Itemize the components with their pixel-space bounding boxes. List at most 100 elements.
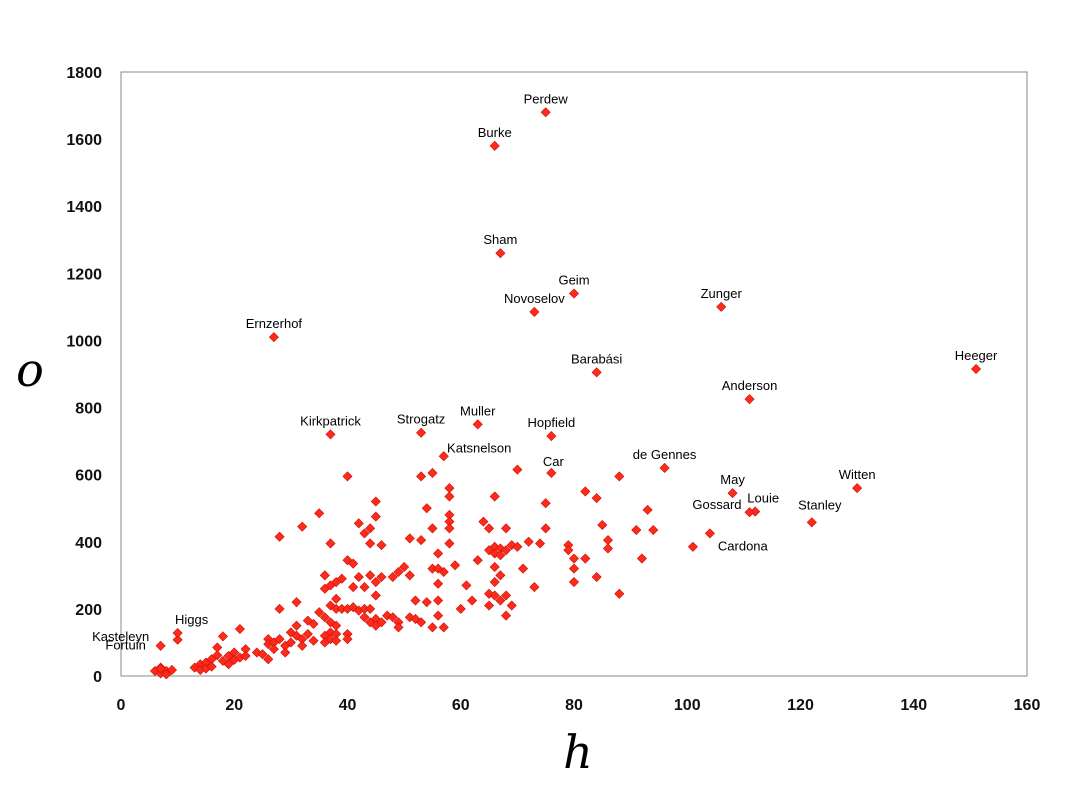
- data-point: [495, 550, 506, 561]
- data-point: [161, 669, 172, 680]
- point-label: Novoselov: [504, 291, 565, 306]
- data-point-ernzerhof: [268, 332, 279, 343]
- point-label: Kirkpatrick: [300, 413, 361, 428]
- data-point: [410, 595, 421, 606]
- point-labels: Perdew Burke Sham Geim Novoselov Zunger Ernzer…: [92, 91, 998, 652]
- data-point: [631, 525, 642, 536]
- data-point: [416, 471, 427, 482]
- data-point: [444, 538, 455, 549]
- data-point-barab-si: [591, 367, 602, 378]
- data-point: [172, 634, 183, 645]
- x-tick-label: 120: [787, 697, 814, 714]
- data-point: [450, 560, 461, 571]
- data-point: [687, 541, 698, 552]
- point-label: Anderson: [722, 378, 778, 393]
- data-point-witten: [852, 483, 863, 494]
- data-point: [489, 491, 500, 502]
- data-point: [597, 519, 608, 531]
- data-point: [359, 612, 370, 623]
- y-axis-title: o: [16, 343, 44, 397]
- data-point: [444, 523, 455, 534]
- data-point: [518, 563, 529, 574]
- data-point: [365, 603, 376, 614]
- data-point-higgs: [172, 628, 183, 639]
- data-point-stanley: [806, 517, 817, 528]
- data-point: [416, 535, 427, 546]
- data-point: [274, 634, 285, 645]
- data-point: [297, 521, 308, 532]
- point-label: Perdew: [524, 91, 569, 106]
- y-tick-label: 1200: [66, 266, 102, 283]
- data-point: [353, 571, 364, 583]
- data-point: [410, 613, 421, 624]
- point-label: Higgs: [175, 612, 209, 627]
- point-label: Car: [543, 454, 565, 469]
- data-point: [416, 617, 427, 628]
- data-point: [642, 504, 653, 515]
- data-point: [399, 561, 410, 572]
- y-tick-label: 600: [75, 468, 102, 485]
- data-point: [495, 570, 506, 581]
- data-point-anderson: [744, 394, 755, 405]
- data-point: [217, 655, 228, 666]
- point-label: Sham: [483, 232, 517, 247]
- data-point: [472, 555, 483, 566]
- data-point: [393, 622, 404, 633]
- point-label: Cardona: [718, 538, 769, 553]
- data-point: [353, 518, 364, 529]
- x-tick-label: 40: [339, 697, 357, 714]
- data-point: [602, 535, 613, 546]
- data-point: [636, 553, 647, 564]
- data-point: [484, 600, 495, 611]
- point-label: May: [720, 472, 745, 487]
- x-tick-label: 0: [117, 697, 126, 714]
- data-point: [580, 553, 591, 564]
- data-point: [427, 467, 438, 479]
- y-tick-label: 1600: [66, 132, 102, 149]
- data-point: [342, 634, 353, 645]
- data-point-heeger: [971, 363, 982, 374]
- data-point: [433, 610, 444, 621]
- data-point: [348, 602, 359, 613]
- data-point: [535, 538, 546, 549]
- data-point-kasteleyn: [155, 640, 166, 651]
- data-point: [376, 617, 387, 628]
- data-point: [348, 582, 359, 593]
- x-tick-label: 60: [452, 697, 470, 714]
- data-point-fortuin: [155, 663, 166, 674]
- x-tick-label: 160: [1014, 697, 1041, 714]
- data-point: [370, 577, 381, 588]
- data-point: [563, 545, 574, 556]
- data-point: [506, 600, 517, 611]
- data-point: [433, 548, 444, 559]
- point-label: Fortuin: [105, 638, 145, 653]
- data-point: [314, 607, 325, 618]
- data-point: [427, 523, 438, 534]
- data-point: [302, 629, 313, 640]
- data-point: [319, 570, 330, 581]
- data-point-perdew: [540, 107, 551, 118]
- data-point: [540, 498, 551, 509]
- point-label: Hopfield: [527, 415, 575, 430]
- data-point: [342, 471, 353, 482]
- data-point: [212, 650, 223, 661]
- data-point: [484, 588, 495, 599]
- data-point: [387, 571, 398, 583]
- data-point-sham: [495, 248, 506, 259]
- data-point: [467, 595, 478, 606]
- data-point: [393, 566, 404, 578]
- data-point: [217, 631, 228, 642]
- data-point: [370, 496, 381, 507]
- point-label: Katsnelson: [447, 441, 511, 456]
- data-point: [274, 603, 285, 614]
- y-tick-label: 0: [93, 669, 102, 686]
- data-point: [263, 654, 274, 665]
- data-point: [568, 563, 580, 574]
- data-point: [501, 590, 512, 601]
- data-point: [529, 582, 540, 593]
- data-point: [308, 618, 319, 630]
- data-point: [331, 593, 342, 604]
- data-point: [319, 612, 330, 623]
- x-axis-title: h: [563, 725, 593, 779]
